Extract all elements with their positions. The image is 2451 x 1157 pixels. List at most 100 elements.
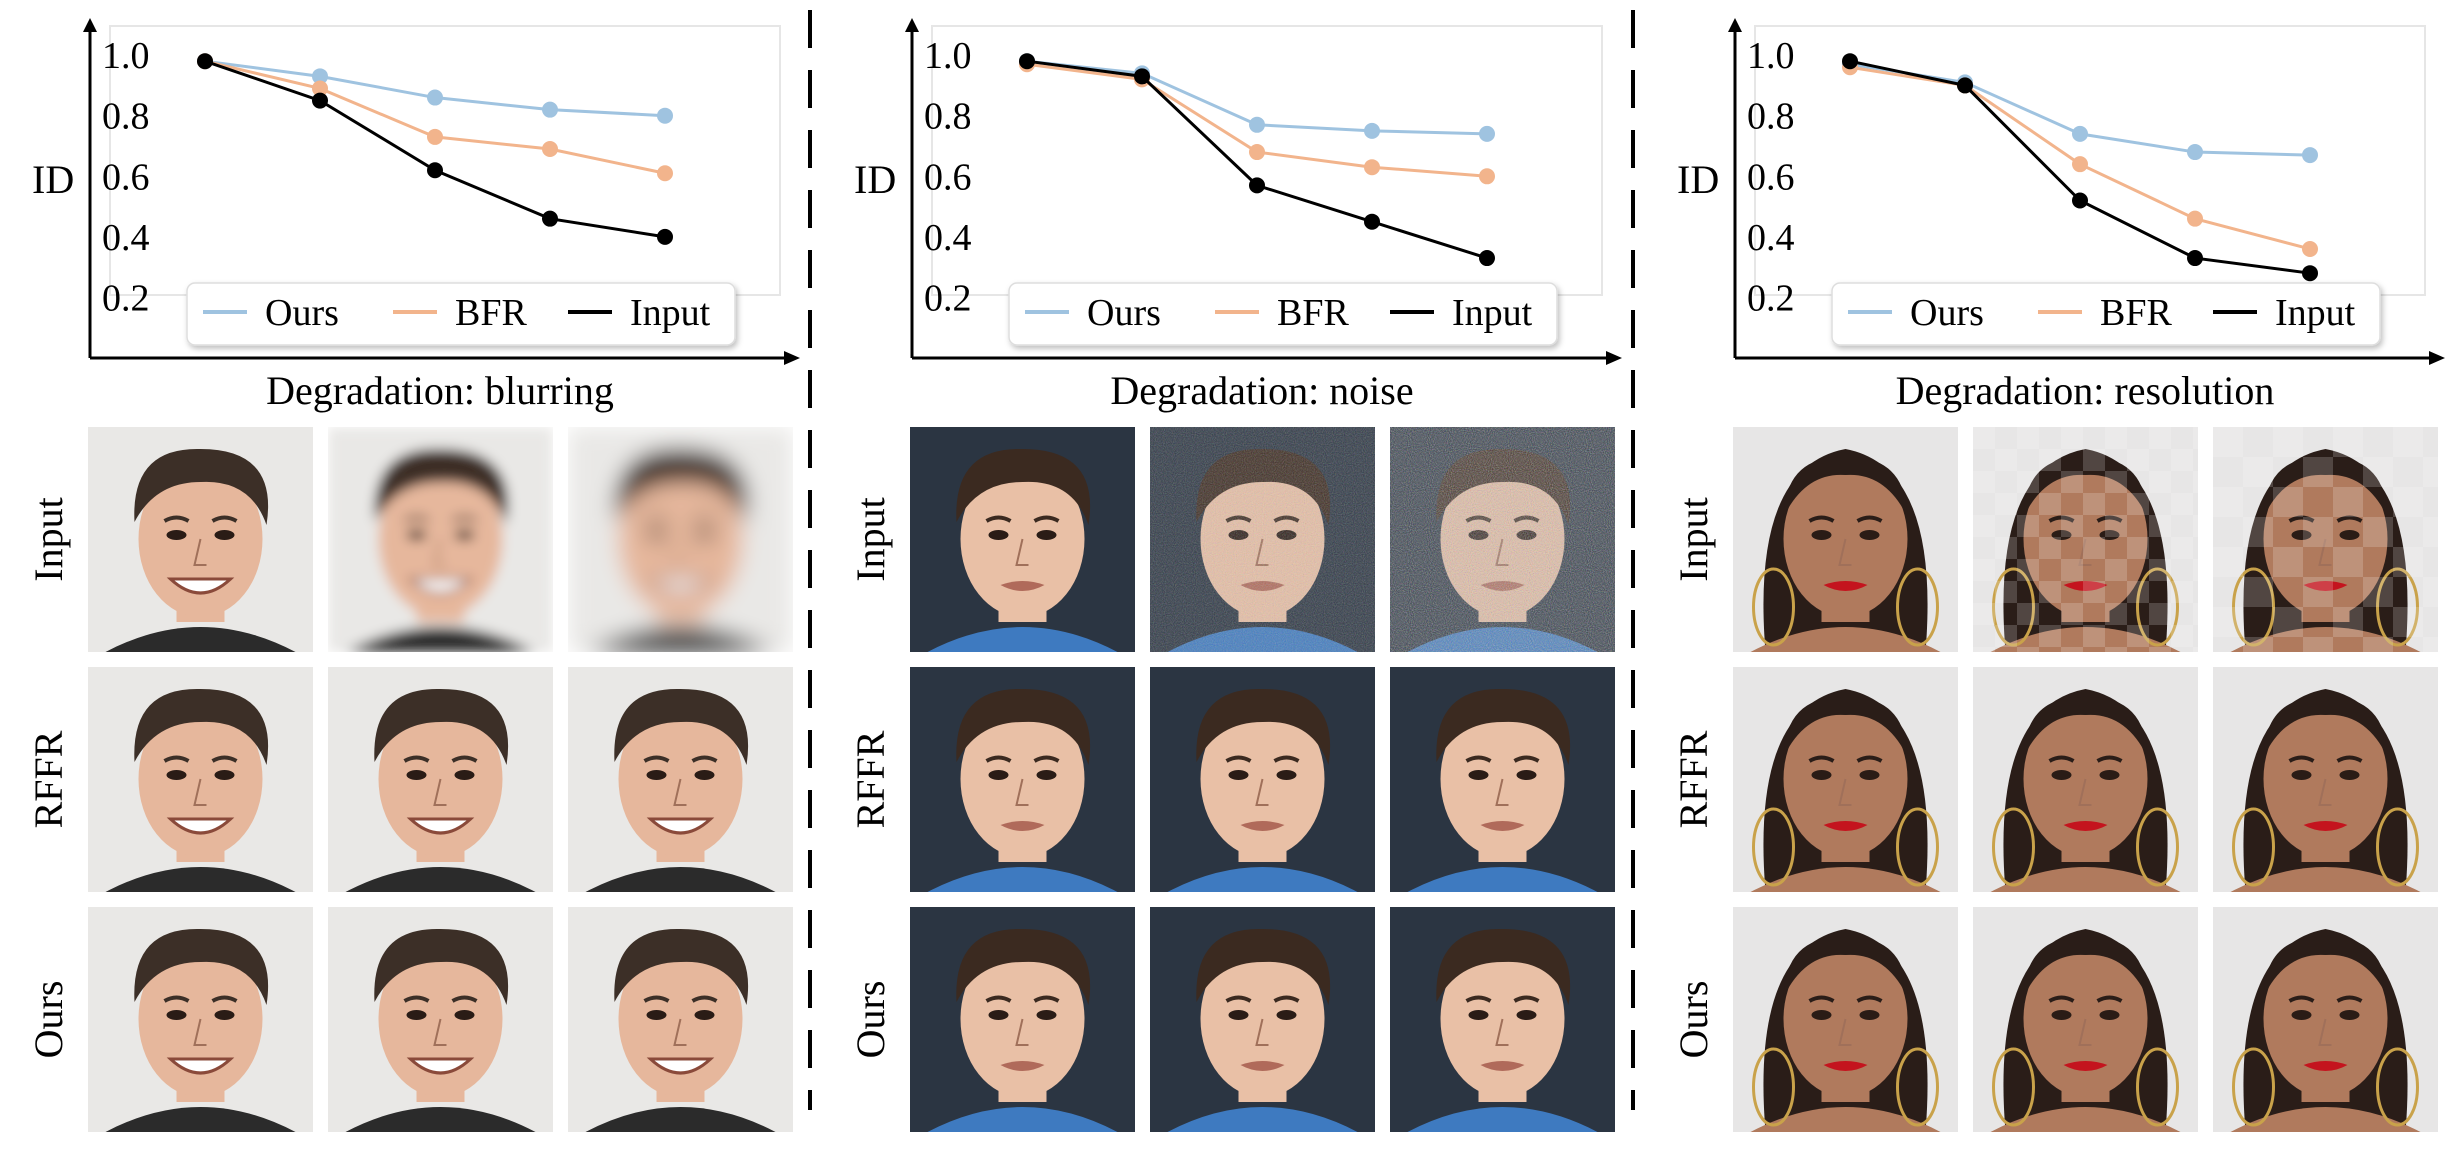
- x-axis-label: Degradation: resolution: [1896, 368, 2275, 413]
- data-point-input: [542, 210, 558, 227]
- row-label: Ours: [26, 981, 71, 1059]
- series-ours: [197, 53, 673, 124]
- data-point-ours: [657, 107, 673, 124]
- data-point-ours: [542, 101, 558, 118]
- y-axis-label: ID: [1677, 157, 1719, 202]
- face-thumbnail: [1150, 907, 1375, 1132]
- y-axis-label: ID: [854, 157, 896, 202]
- x-axis-label: Degradation: blurring: [266, 368, 614, 413]
- series-line-input: [204, 59, 666, 239]
- face-thumbnail: [1390, 667, 1615, 892]
- y-tick-label: 0.8: [1747, 96, 1795, 138]
- data-point-bfr: [1364, 159, 1380, 176]
- legend: Ours BFR Input: [1008, 282, 1558, 346]
- face-thumbnail: [88, 427, 313, 652]
- face-thumbnail: [910, 667, 1135, 892]
- face-thumbnail: [910, 427, 1135, 652]
- face-thumbnail: [910, 907, 1135, 1132]
- y-tick-label: 0.2: [924, 277, 972, 319]
- face-thumbnail: [1973, 907, 2198, 1132]
- series-ours: [1842, 56, 2318, 164]
- y-tick-label: 0.8: [102, 96, 150, 138]
- y-tick-label: 0.2: [102, 277, 150, 319]
- series-line-ours: [204, 59, 666, 118]
- data-point-ours: [427, 89, 443, 106]
- data-point-input: [2072, 192, 2088, 209]
- face-thumbnail: [1390, 427, 1615, 652]
- data-point-input: [1842, 53, 1858, 70]
- face-thumbnail: [2213, 667, 2438, 892]
- data-point-input: [1134, 68, 1150, 85]
- y-tick-label: 0.8: [924, 96, 972, 138]
- chart-panel: 0.2 0.4 0.6 0.8 1.0 ID Degradation: resolution…: [1671, 18, 2445, 1132]
- data-point-bfr: [542, 141, 558, 158]
- series-bfr: [1842, 59, 2318, 257]
- y-tick-label: 0.4: [924, 217, 972, 259]
- face-thumbnail: [88, 907, 313, 1132]
- legend-label-bfr: BFR: [455, 292, 527, 334]
- face-thumbnail: [88, 667, 313, 892]
- row-label: Input: [26, 497, 71, 581]
- row-label: Ours: [848, 981, 893, 1059]
- data-point-ours: [2072, 125, 2088, 142]
- chart-panel: 0.2 0.4 0.6 0.8 1.0 ID Degradation: blurring Ou…: [26, 18, 800, 1132]
- data-point-input: [2187, 250, 2203, 267]
- face-thumbnail: [1150, 667, 1375, 892]
- y-tick-label: 1.0: [102, 35, 150, 77]
- series-ours: [1019, 53, 1495, 142]
- data-point-bfr: [427, 128, 443, 145]
- face-thumbnail: [328, 427, 553, 652]
- legend-label-bfr: BFR: [1277, 292, 1349, 334]
- y-tick-label: 0.2: [1747, 277, 1795, 319]
- face-thumbnail: [1150, 427, 1375, 652]
- data-point-input: [427, 162, 443, 179]
- y-tick-label: 0.4: [1747, 217, 1795, 259]
- data-point-bfr: [2302, 240, 2318, 257]
- face-thumbnail: [2213, 907, 2438, 1132]
- face-thumbnail: [568, 907, 793, 1132]
- y-tick-label: 1.0: [924, 35, 972, 77]
- face-thumbnail: [568, 667, 793, 892]
- data-point-bfr: [312, 80, 328, 97]
- face-thumbnail: [1733, 667, 1958, 892]
- data-point-ours: [2187, 144, 2203, 161]
- series-input: [197, 53, 673, 245]
- legend: Ours BFR Input: [1831, 282, 2381, 346]
- x-axis-arrow: [1606, 351, 1622, 365]
- row-label: RFFR: [26, 730, 71, 828]
- chart-panel: 0.2 0.4 0.6 0.8 1.0 ID Degradation: noise Ours B…: [848, 18, 1622, 1132]
- data-point-ours: [1249, 116, 1265, 133]
- data-point-bfr: [1479, 168, 1495, 185]
- series-line-bfr: [204, 59, 666, 175]
- y-tick-label: 0.6: [102, 156, 150, 198]
- face-thumbnail: [328, 907, 553, 1132]
- data-point-ours: [2302, 147, 2318, 164]
- y-tick-label: 0.6: [1747, 156, 1795, 198]
- data-point-input: [2302, 265, 2318, 282]
- data-point-ours: [1364, 122, 1380, 139]
- series-bfr: [197, 53, 673, 182]
- y-tick-label: 1.0: [1747, 35, 1795, 77]
- legend-label-bfr: BFR: [2100, 292, 2172, 334]
- face-thumbnail: [1973, 427, 2198, 652]
- y-tick-label: 0.6: [924, 156, 972, 198]
- series-input: [1019, 53, 1495, 267]
- data-point-input: [197, 53, 213, 70]
- series-input: [1842, 53, 2318, 282]
- data-point-bfr: [1249, 144, 1265, 161]
- x-axis-label: Degradation: noise: [1110, 368, 1413, 413]
- row-label: Ours: [1671, 981, 1716, 1059]
- legend-label-ours: Ours: [1087, 292, 1161, 334]
- face-thumbnail: [1390, 907, 1615, 1132]
- data-point-input: [657, 228, 673, 245]
- legend-label-ours: Ours: [1910, 292, 1984, 334]
- face-thumbnail: [568, 427, 793, 652]
- legend-label-ours: Ours: [265, 292, 339, 334]
- y-axis-label: ID: [32, 157, 74, 202]
- data-point-input: [1479, 250, 1495, 267]
- legend-label-input: Input: [2275, 292, 2356, 334]
- data-point-bfr: [2187, 210, 2203, 227]
- data-point-ours: [1479, 125, 1495, 142]
- row-label: RFFR: [1671, 730, 1716, 828]
